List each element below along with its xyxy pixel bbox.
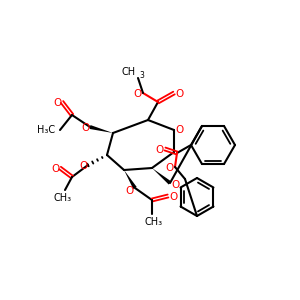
Text: O: O [126, 186, 134, 196]
Text: O: O [169, 192, 177, 202]
Text: O: O [79, 161, 87, 171]
Text: O: O [81, 123, 89, 133]
Text: O: O [134, 89, 142, 99]
Text: 3: 3 [140, 70, 144, 80]
Text: O: O [176, 125, 184, 135]
Text: H₃C: H₃C [37, 125, 55, 135]
Polygon shape [89, 125, 113, 133]
Text: O: O [156, 145, 164, 155]
Text: O: O [175, 89, 183, 99]
Polygon shape [124, 170, 137, 189]
Text: O: O [51, 164, 59, 174]
Text: O: O [53, 98, 61, 108]
Text: O: O [171, 180, 179, 190]
Text: CH₃: CH₃ [145, 217, 163, 227]
Text: O: O [166, 163, 174, 173]
Text: CH₃: CH₃ [54, 193, 72, 203]
Polygon shape [152, 168, 171, 184]
Text: CH: CH [122, 67, 136, 77]
